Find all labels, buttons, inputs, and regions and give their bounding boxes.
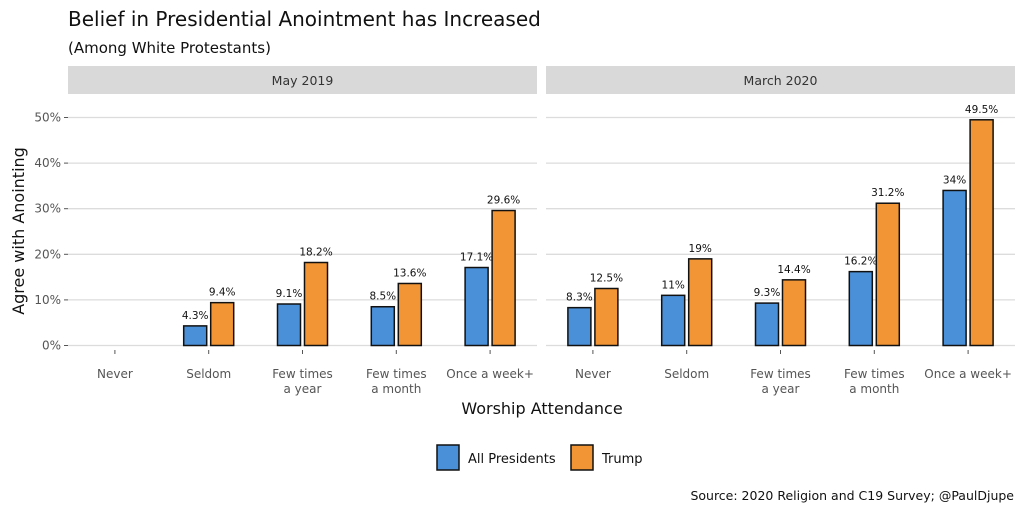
bar-trump (303, 261, 329, 347)
bar-value-label: 8.5% (369, 291, 396, 303)
bar-value-label: 9.4% (209, 287, 236, 299)
bar-value-label: 29.6% (487, 195, 520, 207)
x-tick-label: Never (97, 367, 133, 381)
panel-march-2020: March 2020 Never 8.3% 12.5% Seldom 11% 19% Few … (546, 66, 1015, 396)
bar-trump (687, 258, 713, 347)
x-tick-label: Seldom (664, 367, 709, 381)
bar-all-presidents (660, 294, 686, 347)
x-tick-label: Few times a year (750, 367, 811, 396)
bar-value-label: 31.2% (871, 187, 904, 199)
panel-may-2019: May 2019 Never Seldom 4.3%9.4% Few times a ye… (68, 66, 537, 396)
bar-value-label: 16.2% (844, 256, 877, 268)
chart-title: Belief in Presidential Anointment has In… (68, 7, 541, 31)
bar-value-label: 34% (943, 174, 966, 186)
bar-trump (875, 202, 901, 347)
x-tick-label: Few times a year (272, 367, 333, 396)
y-tick-label: 40% (34, 156, 61, 170)
bar-all-presidents (848, 270, 874, 347)
y-axis: 0% 10% 20% 30% 40% 50% (34, 111, 68, 353)
y-tick-label: 10% (34, 293, 61, 307)
bar-trump (491, 209, 516, 347)
legend-label: All Presidents (468, 452, 556, 467)
bar-all-presidents (182, 325, 208, 347)
y-axis-title: Agree with Anointing (9, 147, 28, 315)
facet-strip (68, 66, 537, 94)
legend: All Presidents Trump (436, 444, 643, 471)
bar-trump (209, 301, 235, 347)
bar-value-label: 14.4% (777, 264, 810, 276)
bar-all-presidents (464, 266, 489, 347)
bar-trump (397, 282, 423, 347)
legend-swatch (436, 444, 460, 471)
bar-value-label: 17.1% (460, 252, 493, 264)
bar-value-label: 8.3% (566, 292, 593, 304)
panels: May 2019 Never Seldom 4.3%9.4% Few times a ye… (68, 66, 1015, 396)
chart-subtitle: (Among White Protestants) (68, 39, 271, 57)
x-axis-title: Worship Attendance (461, 399, 622, 418)
bar-all-presidents (370, 305, 396, 347)
facet-strip (546, 66, 1015, 94)
bar-all-presidents (942, 189, 967, 347)
bar-value-label: 13.6% (393, 267, 426, 279)
bar-value-label: 9.3% (754, 287, 781, 299)
bar-trump (781, 279, 807, 347)
bar-value-label: 12.5% (590, 273, 623, 285)
y-tick-label: 30% (34, 202, 61, 216)
facet-strip-label: May 2019 (272, 73, 334, 88)
y-tick-label: 50% (34, 111, 61, 125)
x-tick-label: Seldom (186, 367, 231, 381)
x-tick-label: Few times a month (366, 367, 427, 396)
y-tick-label: 20% (34, 247, 61, 261)
bar-value-label: 49.5% (965, 104, 998, 116)
facet-strip-label: March 2020 (744, 73, 818, 88)
bar-all-presidents (754, 302, 780, 347)
bar-value-label: 19% (689, 243, 712, 255)
legend-label: Trump (601, 452, 643, 467)
bar-value-label: 11% (662, 279, 685, 291)
bar-all-presidents (567, 306, 592, 347)
bar-trump (594, 287, 619, 347)
x-tick-label: Once a week+ (924, 367, 1012, 381)
caption: Source: 2020 Religion and C19 Survey; @P… (690, 488, 1014, 503)
bar-value-label: 18.2% (299, 247, 332, 259)
x-tick-label: Once a week+ (446, 367, 534, 381)
bar-value-label: 4.3% (182, 310, 209, 322)
legend-swatch (570, 444, 594, 471)
bar-value-label: 9.1% (276, 288, 303, 300)
x-tick-label: Few times a month (844, 367, 905, 396)
legend-item-all-presidents: All Presidents (436, 444, 556, 471)
bar-all-presidents (276, 303, 302, 347)
legend-item-trump: Trump (570, 444, 643, 471)
bar-trump (969, 119, 994, 347)
y-tick-label: 0% (42, 339, 61, 353)
x-tick-label: Never (575, 367, 611, 381)
